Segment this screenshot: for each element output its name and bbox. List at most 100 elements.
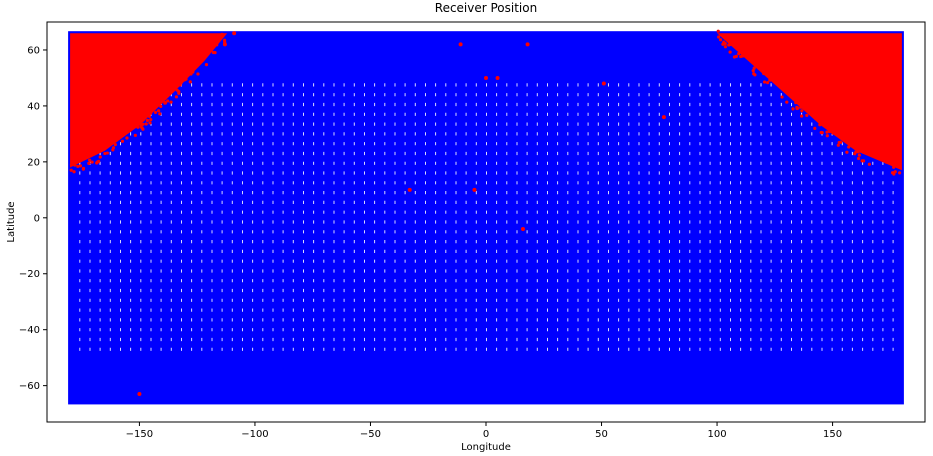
red-point bbox=[799, 105, 803, 109]
red-point bbox=[774, 80, 778, 84]
red-point bbox=[729, 42, 733, 46]
red-point bbox=[114, 138, 118, 142]
red-point bbox=[158, 112, 162, 116]
red-point bbox=[762, 80, 767, 84]
red-point bbox=[791, 107, 795, 111]
red-point bbox=[159, 104, 163, 109]
red-point bbox=[892, 165, 896, 169]
x-axis-label: Longitude bbox=[461, 442, 511, 453]
red-point bbox=[853, 145, 858, 150]
red-point bbox=[825, 134, 829, 138]
red-point bbox=[844, 139, 848, 144]
red-point bbox=[139, 125, 143, 129]
red-point bbox=[215, 43, 219, 47]
y-tick-label: −40 bbox=[19, 325, 40, 336]
red-point bbox=[813, 126, 817, 130]
red-point bbox=[156, 109, 161, 113]
red-point bbox=[90, 160, 94, 164]
red-point bbox=[751, 69, 755, 73]
red-point bbox=[780, 86, 784, 90]
red-point bbox=[87, 152, 92, 156]
red-point bbox=[756, 63, 760, 67]
red-point bbox=[831, 131, 835, 135]
red-point bbox=[179, 81, 183, 85]
red-point bbox=[728, 50, 732, 54]
red-outlier-point bbox=[137, 392, 142, 397]
red-point bbox=[189, 72, 193, 76]
red-point bbox=[174, 95, 179, 99]
red-point bbox=[78, 164, 83, 168]
y-axis-label: Latitude bbox=[6, 201, 17, 242]
red-point bbox=[723, 45, 728, 49]
red-point bbox=[845, 150, 849, 154]
red-point bbox=[780, 95, 784, 99]
red-point bbox=[218, 36, 222, 40]
y-tick-label: 40 bbox=[27, 101, 40, 112]
red-point bbox=[105, 151, 109, 155]
red-point bbox=[81, 166, 86, 170]
red-point bbox=[718, 38, 723, 42]
red-point bbox=[805, 113, 809, 117]
red-point bbox=[175, 83, 179, 87]
red-point bbox=[169, 100, 173, 104]
red-point bbox=[76, 164, 80, 168]
red-point bbox=[196, 72, 200, 76]
red-region bbox=[717, 33, 902, 171]
red-outlier-point bbox=[495, 75, 500, 80]
red-point bbox=[860, 146, 864, 150]
red-point bbox=[825, 130, 829, 134]
red-point bbox=[884, 160, 888, 164]
y-tick-label: 0 bbox=[34, 213, 40, 224]
red-point bbox=[133, 133, 137, 137]
y-tick-label: 60 bbox=[27, 45, 40, 56]
y-tick-label: −20 bbox=[19, 269, 40, 280]
red-point bbox=[69, 168, 73, 172]
red-point bbox=[818, 123, 822, 127]
red-point bbox=[837, 140, 841, 145]
red-point bbox=[184, 77, 188, 81]
red-point bbox=[93, 151, 97, 155]
red-point bbox=[148, 121, 152, 125]
red-point bbox=[769, 74, 773, 78]
red-point bbox=[125, 136, 129, 140]
red-point bbox=[88, 158, 92, 162]
red-point bbox=[73, 163, 77, 167]
red-point bbox=[847, 145, 851, 149]
red-point bbox=[120, 139, 125, 143]
red-outlier-point bbox=[407, 187, 412, 192]
red-point bbox=[882, 155, 887, 160]
red-point bbox=[734, 54, 738, 58]
red-point bbox=[191, 70, 195, 74]
red-point bbox=[141, 122, 145, 126]
red-point bbox=[749, 57, 753, 61]
red-point bbox=[207, 48, 211, 52]
red-point bbox=[80, 155, 85, 160]
red-region bbox=[70, 33, 228, 168]
red-point bbox=[752, 66, 756, 70]
red-point bbox=[867, 162, 871, 166]
red-point bbox=[156, 100, 160, 104]
red-point bbox=[148, 111, 153, 115]
red-point bbox=[794, 101, 798, 105]
red-point bbox=[765, 81, 770, 85]
red-point bbox=[145, 118, 150, 122]
red-point bbox=[111, 137, 115, 142]
red-point bbox=[142, 114, 146, 118]
red-outlier-point bbox=[458, 42, 463, 47]
y-tick-label: −60 bbox=[19, 381, 40, 392]
red-point bbox=[96, 147, 100, 151]
red-point bbox=[188, 80, 192, 84]
red-point bbox=[123, 129, 127, 134]
red-point bbox=[814, 116, 818, 120]
red-point bbox=[762, 71, 766, 76]
red-point bbox=[785, 100, 789, 104]
red-point bbox=[166, 99, 170, 103]
red-point bbox=[764, 70, 768, 74]
red-point bbox=[861, 159, 866, 163]
red-outlier-point bbox=[222, 42, 227, 47]
y-axis-ticks: −60 −40 −20 0 20 40 60 bbox=[19, 45, 47, 392]
red-point bbox=[98, 155, 102, 159]
red-point bbox=[819, 130, 823, 135]
red-point bbox=[894, 160, 898, 164]
